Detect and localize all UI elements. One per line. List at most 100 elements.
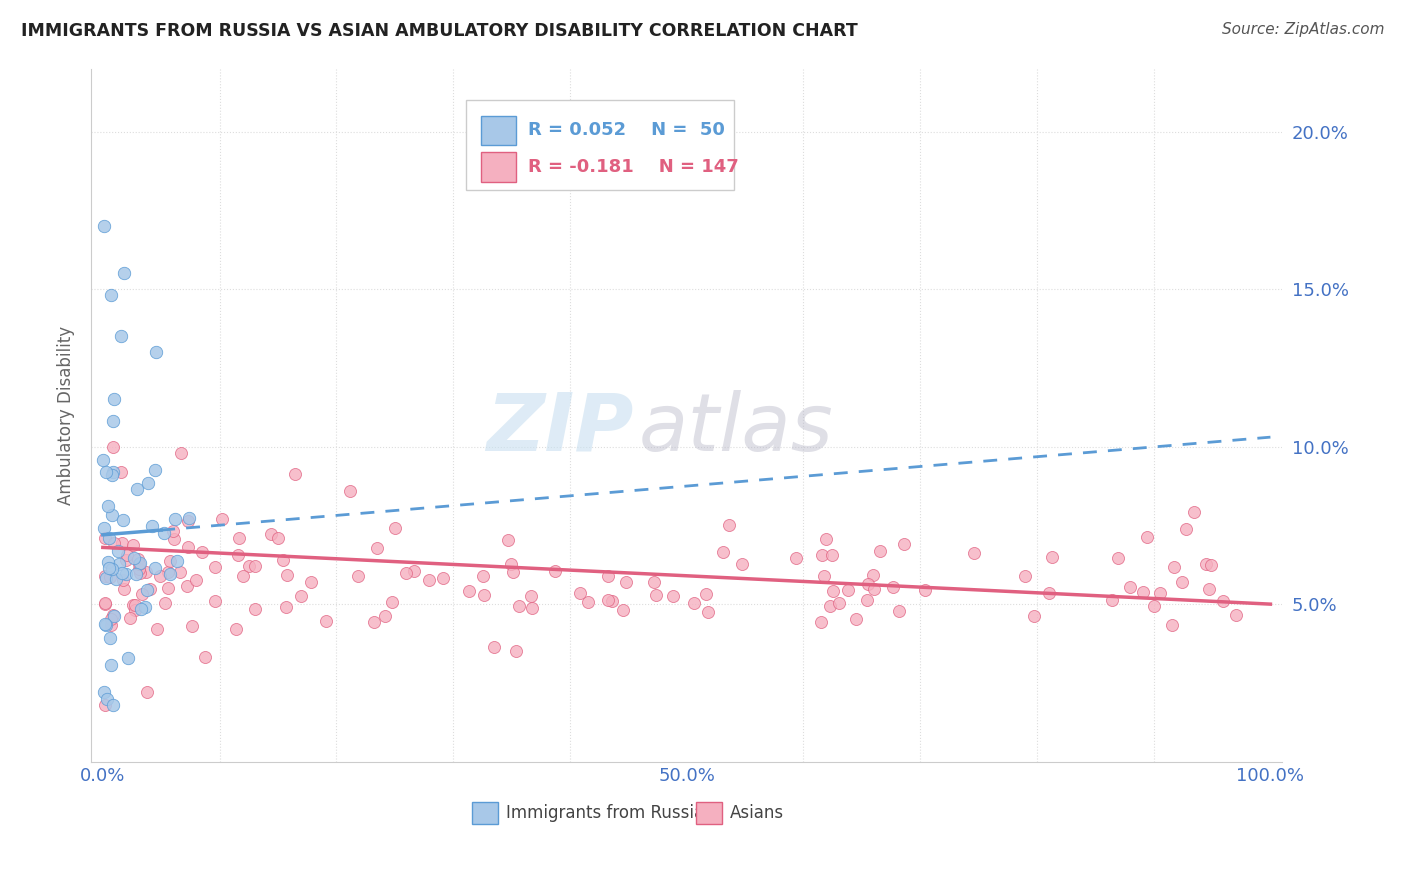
Point [820, 599, 842, 613]
Point [177, 514, 200, 528]
Point [501, 557, 523, 571]
Point [101, 508, 124, 523]
Point [94, 531, 117, 545]
Point [100, 288, 122, 302]
Text: Asians: Asians [730, 804, 783, 822]
Point [1149, 586, 1171, 600]
Point [141, 518, 163, 533]
Point [179, 511, 201, 525]
Point [103, 465, 125, 479]
Point [887, 604, 910, 618]
Point [103, 392, 125, 407]
Point [644, 588, 666, 602]
Point [1195, 557, 1218, 571]
FancyBboxPatch shape [467, 100, 734, 190]
Point [110, 465, 132, 479]
Point [156, 565, 179, 579]
Point [418, 573, 440, 587]
Point [711, 545, 734, 559]
Point [374, 608, 396, 623]
Point [457, 583, 479, 598]
Point [96, 617, 118, 632]
Point [143, 463, 166, 477]
Point [101, 562, 124, 576]
Point [271, 553, 294, 567]
Point [228, 531, 250, 545]
Point [696, 606, 718, 620]
Point [121, 598, 143, 612]
Point [136, 685, 159, 699]
Point [828, 596, 851, 610]
Point [596, 568, 619, 582]
Point [145, 345, 167, 359]
Point [146, 622, 169, 636]
Point [115, 553, 138, 567]
Point [856, 577, 879, 591]
Point [125, 566, 148, 581]
Point [1038, 585, 1060, 599]
Point [115, 548, 138, 562]
Point [156, 582, 179, 596]
Point [260, 526, 283, 541]
Text: Immigrants from Russia: Immigrants from Russia [506, 804, 704, 822]
Point [170, 446, 193, 460]
Point [662, 589, 685, 603]
Point [162, 532, 184, 546]
Point [135, 566, 157, 580]
Point [163, 512, 186, 526]
Point [243, 558, 266, 573]
Point [94, 598, 117, 612]
Point [159, 553, 181, 567]
Point [190, 545, 212, 559]
Point [98, 531, 121, 545]
Point [347, 568, 370, 582]
Point [810, 615, 832, 629]
Point [520, 589, 543, 603]
Point [823, 583, 845, 598]
Point [837, 582, 859, 597]
Point [717, 517, 740, 532]
Point [612, 603, 634, 617]
Point [232, 569, 254, 583]
Point [1022, 608, 1045, 623]
Point [134, 600, 156, 615]
Text: Source: ZipAtlas.com: Source: ZipAtlas.com [1222, 22, 1385, 37]
Point [94, 698, 117, 712]
Point [98, 632, 121, 646]
Point [472, 568, 495, 582]
Point [1163, 559, 1185, 574]
Point [363, 615, 385, 629]
Point [101, 414, 124, 428]
Point [863, 582, 886, 596]
Point [184, 573, 207, 587]
Point [98, 570, 121, 584]
Point [138, 476, 160, 491]
Point [162, 524, 184, 538]
Point [862, 567, 884, 582]
Point [149, 569, 172, 583]
Point [596, 593, 619, 607]
Point [238, 558, 260, 573]
Point [1107, 550, 1129, 565]
Point [111, 573, 134, 587]
Point [129, 566, 152, 581]
Point [129, 556, 152, 570]
Point [107, 543, 129, 558]
Point [159, 566, 181, 581]
Point [1042, 550, 1064, 565]
Bar [481, 153, 516, 181]
Point [1199, 558, 1222, 573]
Point [100, 468, 122, 483]
Point [963, 546, 986, 560]
Point [695, 587, 717, 601]
Point [124, 603, 146, 617]
Point [474, 588, 496, 602]
Point [127, 551, 149, 566]
Point [682, 596, 704, 610]
Point [107, 558, 129, 572]
Point [181, 619, 204, 633]
Point [177, 540, 200, 554]
Point [225, 622, 247, 636]
Point [505, 644, 527, 658]
Point [578, 595, 600, 609]
